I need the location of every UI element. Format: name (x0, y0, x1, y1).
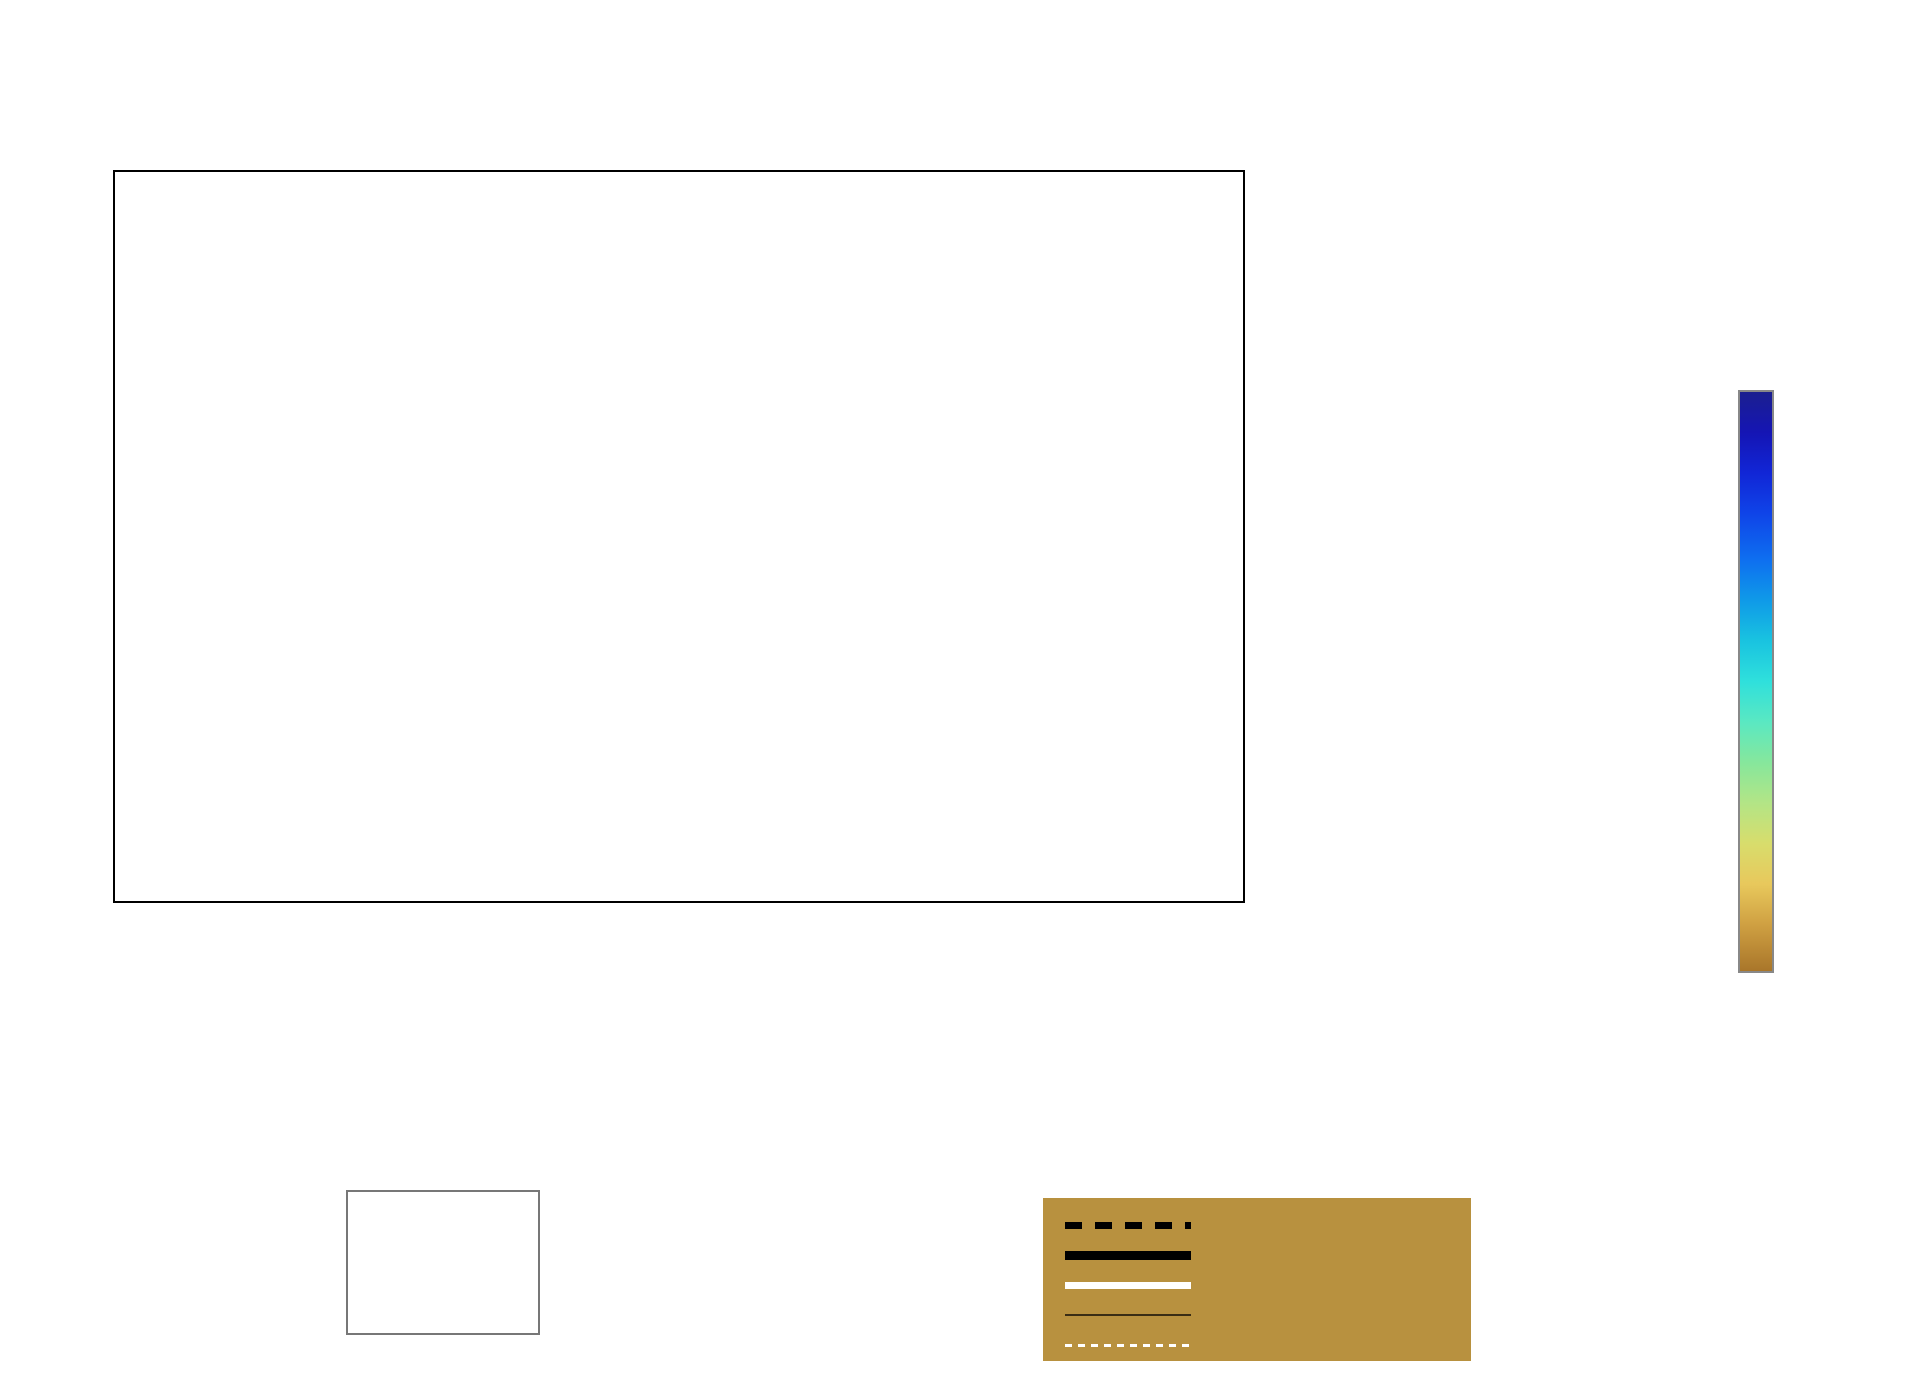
relative-humidity-field (115, 172, 1243, 901)
legend-item-ozone (1043, 1270, 1471, 1300)
legend-box (1043, 1198, 1471, 1361)
tropopause-line-icon (1065, 1240, 1195, 1270)
legend-item-tropopause (1043, 1240, 1471, 1270)
inset-locator-map[interactable] (346, 1190, 540, 1335)
legend-item-wind (1043, 1300, 1471, 1330)
contour-overlays (115, 172, 1245, 903)
legend-item-epv (1043, 1210, 1471, 1240)
wind-line-icon (1065, 1300, 1195, 1330)
ozone-line-icon (1065, 1270, 1195, 1300)
legend-item-theta (1043, 1330, 1471, 1360)
cross-section-plot[interactable] (113, 170, 1245, 903)
inset-map-graphic (348, 1192, 538, 1333)
epv-line-icon (1065, 1210, 1195, 1240)
colorbar[interactable] (1738, 390, 1774, 973)
theta-line-icon (1065, 1330, 1195, 1360)
